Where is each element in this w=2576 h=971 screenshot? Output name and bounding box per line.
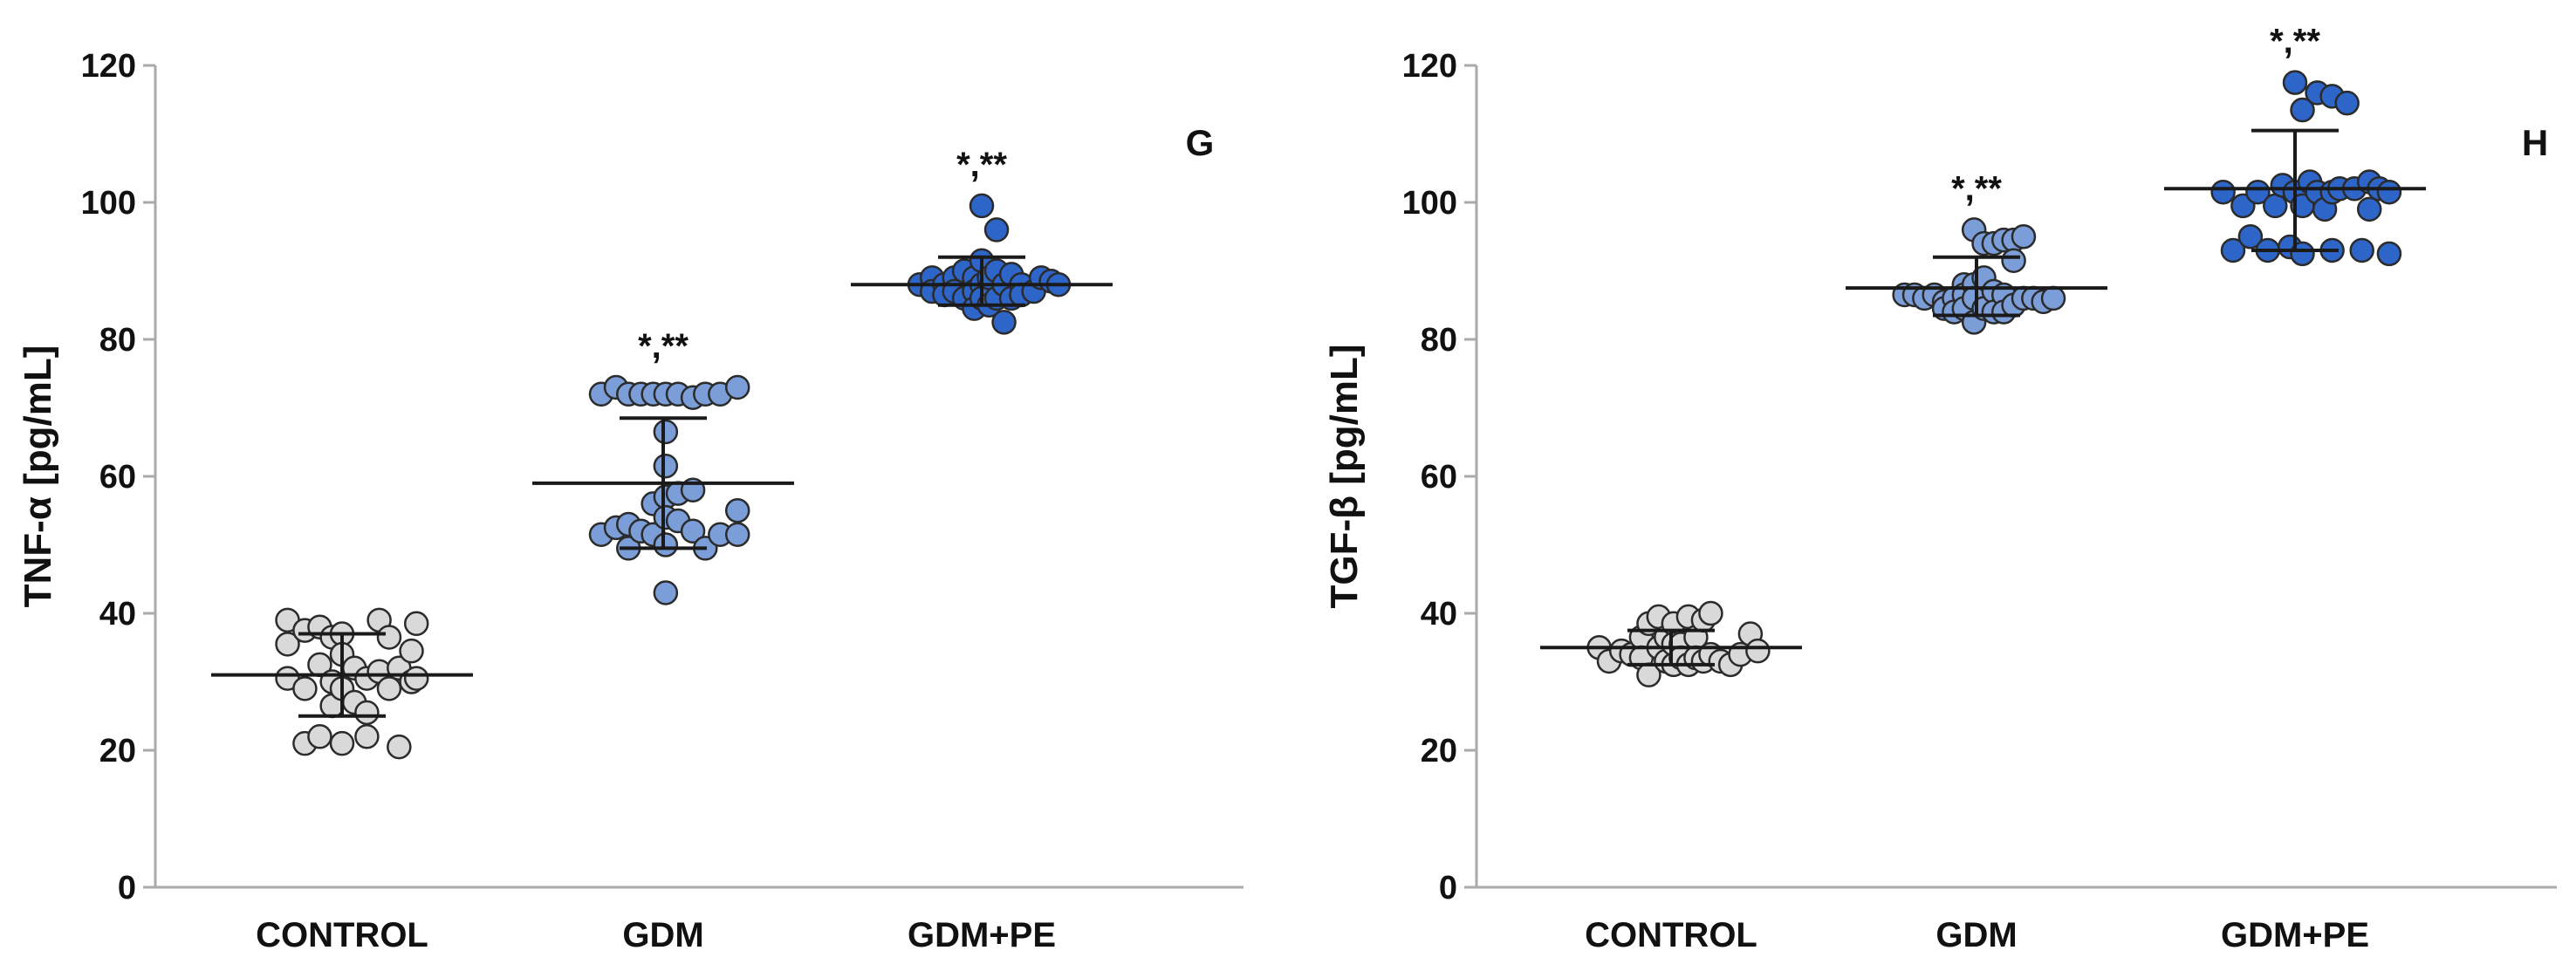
panel-letter: H [2522,122,2548,163]
data-point [2356,196,2382,222]
y-tick-label: 120 [81,48,136,85]
data-point [653,580,679,605]
data-point [275,632,300,657]
data-point [292,676,318,701]
data-point [2245,179,2271,205]
data-point [354,724,380,749]
y-tick-label: 100 [81,185,136,222]
y-tick-label: 80 [99,322,136,359]
data-point [329,730,355,756]
y-tick-label: 20 [99,733,136,769]
data-point [991,310,1017,335]
y-tick-label: 20 [1421,733,1457,769]
y-tick-label: 120 [1402,48,1457,85]
error-bar [851,255,1113,307]
data-point [724,374,750,400]
chart-panel-h: 0 20 40 60 80 100 120 TGF-β [pg/mL] H CONTROL GDM G… [1323,23,2557,954]
chart-panel-g: 0 20 40 60 80 100 120 TNF-α [pg/mL] G CONTROL GDM G… [17,48,1243,954]
series-control [1540,600,1802,687]
error-bar [1846,255,2107,318]
data-point [2011,224,2037,250]
series-control [211,607,473,760]
data-point [376,625,402,650]
series-gdm-pe: *,** [851,146,1113,335]
x-category-label: GDM [622,916,703,954]
x-category-label: CONTROL [1585,916,1757,954]
data-point [2349,237,2374,263]
data-point [2334,90,2360,116]
y-tick-label: 100 [1402,185,1457,222]
error-bar [211,632,473,718]
data-point [969,193,995,219]
data-point [2001,248,2026,273]
x-category-label: GDM+PE [2221,916,2369,954]
data-point [653,453,679,479]
x-category-label: GDM [1935,916,2017,954]
y-axis-title: TNF-α [pg/mL] [17,345,59,608]
y-tick-label: 0 [118,870,136,906]
error-bar [532,416,794,550]
y-tick-label: 40 [99,596,136,633]
series-gdm: *,** [532,327,794,605]
data-point [2040,285,2066,311]
y-tick-label: 80 [1421,322,1457,359]
data-point [2210,179,2236,205]
data-point [2237,224,2264,250]
significance-label: *,** [2270,23,2320,61]
data-point [399,638,424,664]
data-point [2282,70,2308,95]
data-point [2290,241,2315,267]
significance-label: *,** [1951,169,2002,208]
data-point [403,666,429,691]
y-tick-label: 60 [99,459,136,496]
error-bar [2164,128,2426,252]
data-point [653,532,679,557]
data-point [307,724,332,749]
series-gdm-pe: *,** [2164,23,2426,267]
data-point [376,676,402,701]
data-point [354,700,380,726]
data-point [1698,600,1723,626]
data-point [680,518,706,544]
data-point [983,217,1010,243]
error-bar [1540,628,1802,667]
data-point [724,522,750,547]
significance-label: *,** [956,146,1007,184]
data-point [2290,97,2315,123]
y-tick-label: 0 [1439,870,1457,906]
data-point [2263,193,2288,219]
data-point [387,734,412,760]
y-tick-label: 60 [1421,459,1457,496]
data-point [724,498,750,523]
x-category-label: GDM+PE [908,916,1056,954]
data-point [403,611,429,637]
y-tick-label: 40 [1421,596,1457,633]
panel-letter: G [1186,122,1215,163]
series-gdm: *,** [1846,169,2107,335]
data-point [2376,179,2402,205]
data-point [1745,638,1771,664]
significance-label: *,** [638,327,689,366]
data-point [653,419,679,445]
data-point [2376,241,2402,267]
x-category-label: CONTROL [256,916,428,954]
y-axis-title: TGF-β [pg/mL] [1323,345,1366,609]
data-point [2220,237,2246,263]
